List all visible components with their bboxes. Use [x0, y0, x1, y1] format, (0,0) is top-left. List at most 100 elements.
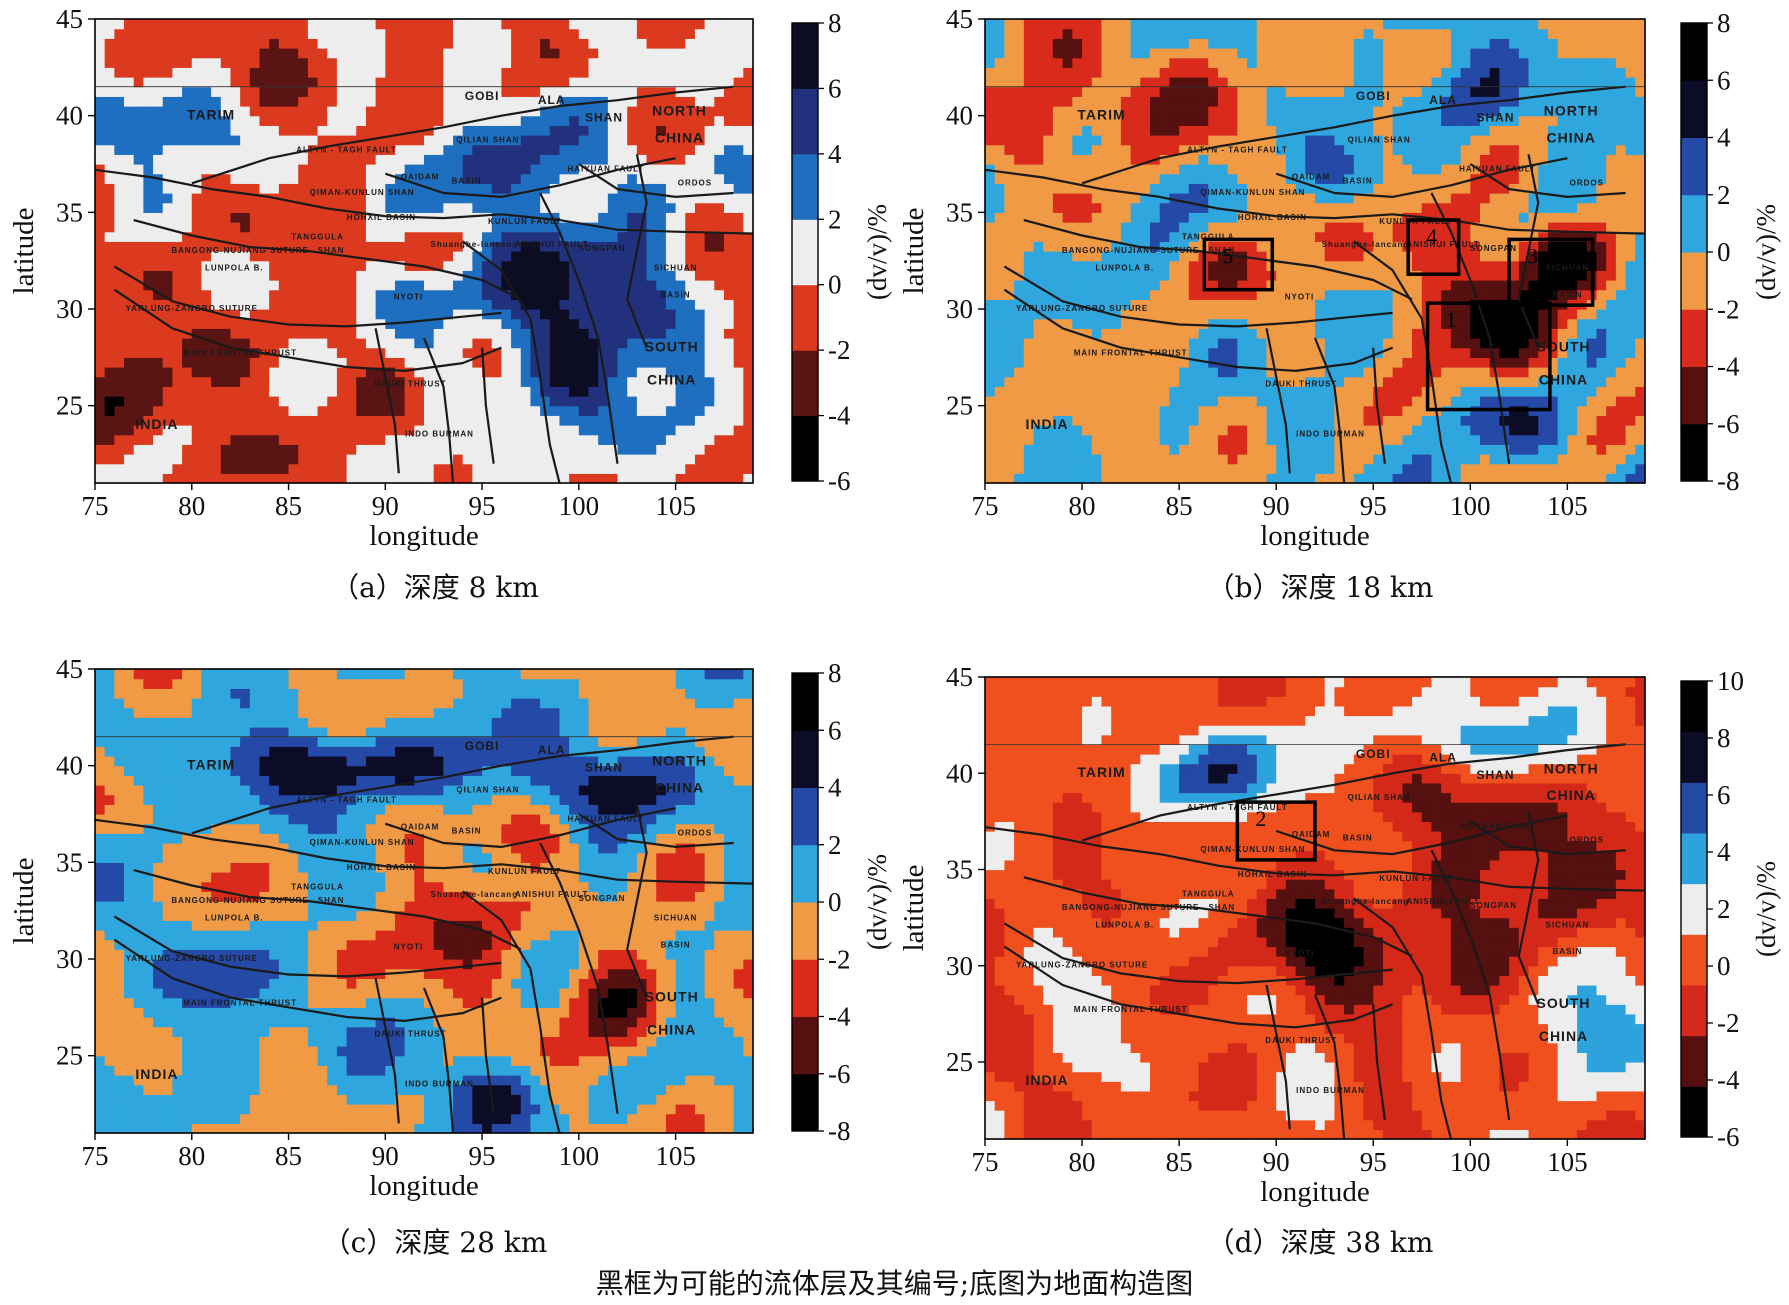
- heatmap-cell: [211, 444, 222, 455]
- heatmap-cell: [694, 251, 706, 262]
- heatmap-cell: [569, 106, 580, 117]
- heatmap-cell: [704, 231, 715, 242]
- heatmap-cell: [1344, 405, 1355, 416]
- heatmap-cell: [1547, 367, 1559, 378]
- heatmap-cell: [1625, 454, 1636, 465]
- heatmap-cell: [201, 28, 212, 39]
- heatmap-cell: [143, 463, 154, 474]
- heatmap-cell: [665, 338, 677, 349]
- heatmap-cell: [1140, 454, 1151, 465]
- heatmap-cell: [1509, 415, 1520, 426]
- heatmap-cell: [298, 115, 309, 126]
- heatmap-cell: [1023, 318, 1035, 329]
- heatmap-cell: [1091, 338, 1103, 349]
- heatmap-cell: [1305, 347, 1316, 358]
- heatmap-cell: [1237, 376, 1248, 387]
- heatmap-cell: [443, 67, 454, 78]
- heatmap-cell: [482, 376, 493, 387]
- heatmap-cell: [462, 338, 473, 349]
- heatmap-cell: [240, 299, 251, 310]
- heatmap-cell: [414, 193, 425, 204]
- heatmap-cell: [1373, 473, 1384, 484]
- heatmap-cell: [95, 193, 106, 204]
- heatmap-cell: [627, 86, 638, 97]
- heatmap-cell: [1217, 260, 1229, 271]
- heatmap-cell: [356, 222, 367, 233]
- heatmap-cell: [1062, 463, 1073, 474]
- heatmap-cell: [162, 96, 174, 107]
- heatmap-cell: [114, 454, 125, 465]
- heatmap-cell: [1169, 357, 1180, 368]
- heatmap-cell: [1004, 444, 1015, 455]
- heatmap-cell: [1295, 260, 1306, 271]
- heatmap-cell: [1305, 463, 1316, 474]
- heatmap-cell: [240, 347, 251, 358]
- heatmap-cell: [462, 280, 473, 291]
- heatmap-cell: [1509, 376, 1520, 387]
- heatmap-cell: [365, 231, 377, 242]
- heatmap-cell: [559, 67, 570, 78]
- heatmap-cell: [743, 106, 754, 117]
- heatmap-cell: [220, 202, 232, 213]
- heatmap-cell: [1150, 386, 1161, 397]
- heatmap-cell: [414, 144, 425, 155]
- heatmap-cell: [414, 299, 425, 310]
- heatmap-cell: [191, 67, 203, 78]
- heatmap-cell: [1188, 299, 1200, 310]
- heatmap-cell: [1072, 367, 1083, 378]
- heatmap-cell: [114, 193, 125, 204]
- heatmap-cell: [1392, 425, 1403, 436]
- heatmap-cell: [685, 415, 696, 426]
- heatmap-cell: [356, 202, 367, 213]
- heatmap-cell: [327, 328, 338, 339]
- heatmap-cell: [220, 96, 232, 107]
- heatmap-cell: [162, 144, 174, 155]
- heatmap-cell: [172, 38, 183, 49]
- heatmap-cell: [356, 125, 367, 136]
- heatmap-cell: [433, 396, 444, 407]
- heatmap-cell: [723, 231, 735, 242]
- heatmap-cell: [1538, 260, 1549, 271]
- heatmap-cell: [288, 289, 299, 300]
- heatmap-cell: [375, 183, 386, 194]
- heatmap-cell: [1460, 251, 1471, 262]
- heatmap-cell: [433, 309, 444, 320]
- heatmap-cell: [211, 28, 222, 39]
- heatmap-cell: [230, 28, 241, 39]
- heatmap-cell: [240, 77, 251, 88]
- heatmap-cell: [1450, 280, 1462, 291]
- heatmap-cell: [375, 270, 386, 281]
- heatmap-cell: [1033, 415, 1044, 426]
- heatmap-cell: [365, 212, 377, 223]
- heatmap-cell: [259, 202, 270, 213]
- heatmap-cell: [259, 19, 270, 30]
- heatmap-cell: [1518, 473, 1530, 484]
- heatmap-cell: [714, 318, 725, 329]
- heatmap-cell: [240, 405, 251, 416]
- heatmap-cell: [1586, 338, 1598, 349]
- heatmap-cell: [1004, 309, 1015, 320]
- heatmap-cell: [1547, 434, 1559, 445]
- heatmap-cell: [994, 454, 1006, 465]
- heatmap-cell: [1324, 251, 1336, 262]
- heatmap-cell: [1547, 328, 1559, 339]
- heatmap-cell: [1509, 357, 1520, 368]
- heatmap-cell: [520, 260, 532, 271]
- heatmap-cell: [511, 396, 522, 407]
- heatmap-cell: [356, 328, 367, 339]
- heatmap-cell: [1237, 463, 1248, 474]
- heatmap-cell: [694, 135, 706, 146]
- heatmap-cell: [1596, 260, 1607, 271]
- heatmap-cell: [104, 173, 115, 184]
- heatmap-cell: [511, 444, 522, 455]
- heatmap-cell: [1043, 367, 1054, 378]
- heatmap-cell: [356, 386, 367, 397]
- heatmap-cell: [656, 96, 667, 107]
- heatmap-cell: [182, 154, 193, 165]
- heatmap-cell: [607, 318, 619, 329]
- heatmap-cell: [704, 376, 715, 387]
- heatmap-cell: [95, 154, 106, 165]
- heatmap-cell: [733, 77, 744, 88]
- heatmap-cell: [723, 444, 735, 455]
- heatmap-cell: [1072, 318, 1083, 329]
